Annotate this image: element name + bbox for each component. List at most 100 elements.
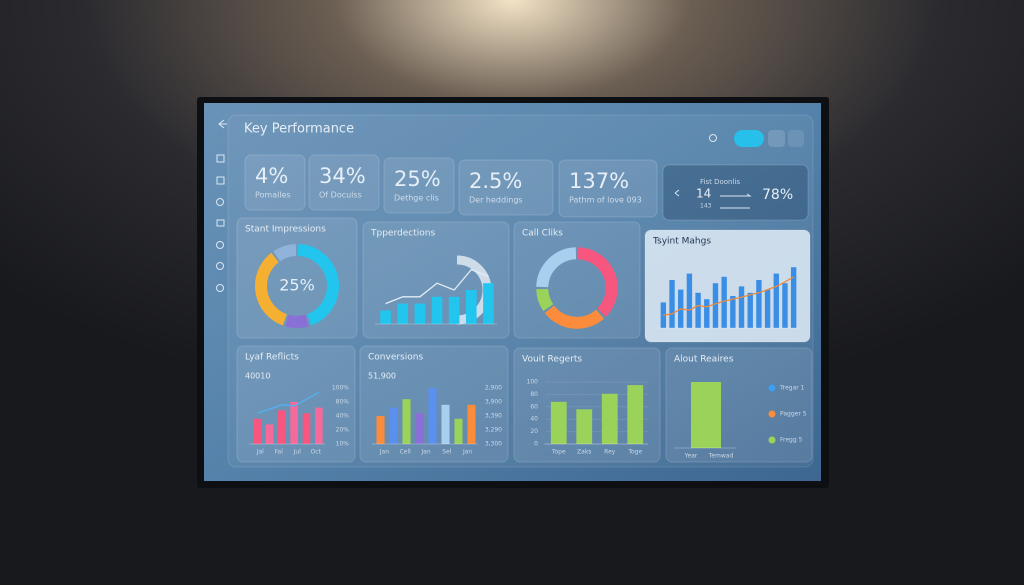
donut-segment bbox=[273, 244, 297, 262]
search-icon[interactable] bbox=[709, 134, 717, 142]
bar bbox=[315, 407, 323, 444]
bar bbox=[782, 283, 788, 328]
back-icon[interactable] bbox=[218, 119, 227, 129]
x-tick-label: Jan bbox=[420, 449, 430, 456]
bar bbox=[448, 296, 460, 324]
axis-label: 3,900 bbox=[485, 399, 502, 406]
x-tick-label: Oct bbox=[311, 449, 322, 456]
kpi-value: 25% bbox=[394, 167, 441, 191]
donut-segment bbox=[297, 244, 339, 326]
kpi-label: Pomalles bbox=[255, 191, 291, 200]
summary-value: 14 bbox=[696, 187, 711, 201]
bar bbox=[764, 289, 771, 328]
y-tick-label: 40 bbox=[530, 416, 538, 423]
bar bbox=[691, 382, 721, 448]
sidebar bbox=[216, 119, 227, 292]
donut-segment bbox=[285, 314, 309, 328]
axis-label: 40% bbox=[336, 413, 350, 420]
bar bbox=[790, 267, 797, 328]
bar bbox=[465, 290, 477, 324]
bar bbox=[576, 409, 593, 444]
axis-label: 100% bbox=[332, 385, 349, 392]
axis-label: 3,290 bbox=[485, 427, 502, 434]
axis-label: 3,300 bbox=[485, 441, 502, 448]
panel-title: Alout Reaires bbox=[674, 355, 734, 365]
x-tick-label: Rey bbox=[604, 449, 616, 456]
bar bbox=[397, 303, 409, 324]
x-tick-label: Zaks bbox=[577, 449, 591, 456]
donut-segment bbox=[577, 247, 618, 317]
nav-icon[interactable] bbox=[216, 241, 224, 249]
kpi-label: Of Doculss bbox=[319, 191, 362, 200]
bar bbox=[704, 299, 710, 328]
doc-button[interactable] bbox=[768, 130, 785, 147]
panel-title: Call Cliks bbox=[522, 229, 563, 239]
panel-title: Stant Impressions bbox=[245, 225, 326, 235]
summary-arrow bbox=[674, 189, 752, 209]
donut-segment bbox=[544, 305, 605, 329]
y-tick-label: 60 bbox=[530, 403, 538, 410]
nav-icon[interactable] bbox=[216, 198, 224, 206]
axis-label: 20% bbox=[336, 427, 350, 434]
x-tick-label: Fal bbox=[275, 449, 284, 456]
bar bbox=[290, 402, 298, 444]
nav-icon[interactable] bbox=[216, 154, 225, 163]
x-tick-label: Jan bbox=[462, 449, 472, 456]
donut-segment bbox=[536, 247, 577, 288]
panel bbox=[513, 347, 661, 463]
summary-pct: 78% bbox=[762, 187, 793, 203]
bar bbox=[747, 292, 753, 328]
bar bbox=[389, 407, 398, 444]
bar bbox=[253, 418, 261, 444]
panel bbox=[665, 347, 813, 463]
bar bbox=[302, 413, 311, 444]
nav-icon[interactable] bbox=[216, 219, 225, 227]
bar bbox=[686, 273, 693, 328]
nav-icon[interactable] bbox=[216, 284, 224, 292]
y-tick-label: 100 bbox=[527, 379, 539, 386]
kpi-label: Pathm of love 093 bbox=[569, 196, 642, 205]
kpi-value: 34% bbox=[319, 164, 366, 188]
donut-segment bbox=[255, 252, 288, 326]
kpi-card bbox=[558, 159, 658, 218]
x-tick-label: Cell bbox=[400, 449, 412, 456]
panel-title: Lyaf Reflicts bbox=[245, 353, 299, 363]
panel-title: Conversions bbox=[368, 353, 423, 363]
summary-title: Fist Doonlis bbox=[700, 178, 740, 186]
nav-icon[interactable] bbox=[216, 262, 224, 270]
legend-dot bbox=[768, 410, 776, 418]
kpi-card bbox=[308, 154, 380, 211]
kpi-label: Dethge clis bbox=[394, 194, 439, 203]
panel-subtitle: 40010 bbox=[245, 372, 270, 381]
bar bbox=[627, 385, 644, 444]
more-button[interactable] bbox=[788, 130, 804, 147]
bar bbox=[402, 399, 411, 444]
x-tick-label: Temwad bbox=[708, 453, 734, 460]
bar bbox=[601, 393, 618, 444]
kpi-value: 4% bbox=[255, 164, 288, 188]
bar bbox=[380, 310, 391, 324]
nav-icon[interactable] bbox=[216, 176, 225, 185]
menu-button[interactable] bbox=[734, 130, 764, 147]
toolbar bbox=[709, 130, 804, 147]
panel-title: Tpperdections bbox=[370, 229, 435, 239]
bar bbox=[265, 424, 274, 444]
bar bbox=[467, 404, 476, 444]
x-tick-label: Tope bbox=[551, 449, 566, 456]
trend-line bbox=[663, 276, 794, 316]
y-tick-label: 20 bbox=[530, 428, 538, 435]
trend-line bbox=[385, 268, 489, 305]
bar bbox=[669, 280, 675, 328]
donut-center: 25% bbox=[279, 276, 315, 295]
panel-title: Tsyint Mahgs bbox=[652, 237, 711, 247]
kpi-label: Der heddings bbox=[469, 196, 523, 205]
legend-dot bbox=[768, 436, 776, 444]
bar bbox=[756, 280, 762, 328]
donut-segment bbox=[536, 288, 554, 311]
summary-sub: 143 bbox=[700, 203, 712, 210]
dashboard bbox=[227, 114, 814, 468]
bar bbox=[483, 283, 494, 324]
bar bbox=[415, 413, 424, 444]
summary-card bbox=[662, 164, 809, 221]
